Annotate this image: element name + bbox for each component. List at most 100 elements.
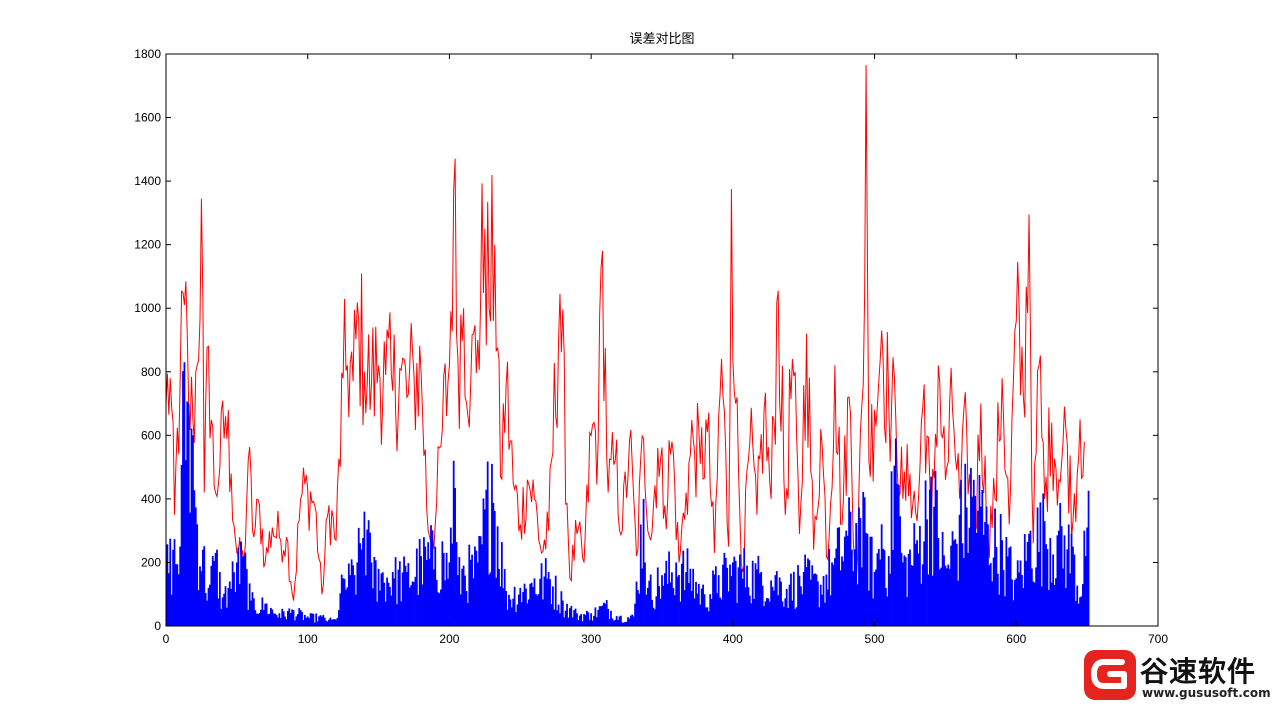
- error-series-blue-bar: [862, 491, 865, 626]
- error-series-blue-bar: [486, 461, 489, 626]
- error-series-blue-bar: [330, 619, 333, 626]
- error-series-blue-bar: [474, 546, 476, 626]
- error-series-blue-bar: [722, 564, 724, 626]
- error-series-blue-bar: [461, 568, 464, 626]
- error-series-blue-bar: [169, 538, 172, 626]
- error-series-blue-bar: [278, 613, 281, 626]
- error-series-blue-bar: [465, 590, 468, 626]
- error-series-blue-bar: [794, 609, 797, 626]
- error-series-blue-bar: [193, 490, 196, 626]
- error-series-blue-bar: [906, 597, 909, 626]
- error-series-blue-bar: [792, 571, 795, 626]
- error-series-blue-bar: [170, 594, 173, 626]
- error-series-blue-bar: [615, 616, 618, 626]
- error-series-blue-bar: [931, 575, 934, 626]
- error-series-blue-bar: [316, 621, 319, 626]
- error-series-blue-bar: [438, 593, 441, 626]
- error-series-blue-bar: [540, 563, 543, 626]
- error-series-blue-bar: [876, 553, 879, 626]
- error-series-blue-bar: [744, 587, 747, 626]
- error-series-blue-bar: [499, 586, 502, 626]
- error-series-blue-bar: [444, 580, 447, 626]
- error-series-blue-bar: [257, 613, 259, 626]
- error-series-blue-bar: [1022, 588, 1025, 626]
- error-series-blue-bar: [228, 581, 231, 626]
- error-series-blue-bar: [875, 569, 877, 626]
- error-series-blue-bar: [1063, 535, 1066, 626]
- error-series-blue-bar: [373, 557, 376, 626]
- error-series-blue-bar: [271, 609, 274, 626]
- y-tick-label: 1200: [134, 238, 161, 252]
- error-series-blue-bar: [791, 600, 794, 626]
- error-series-blue-bar: [315, 613, 318, 626]
- error-series-blue-bar: [802, 571, 805, 626]
- error-series-blue-bar: [632, 616, 635, 626]
- error-series-blue-bar: [994, 508, 996, 626]
- error-series-blue-bar: [899, 516, 901, 626]
- error-series-blue-bar: [1011, 579, 1013, 626]
- error-series-blue-bar: [598, 606, 601, 626]
- error-series-blue-bar: [734, 560, 737, 626]
- error-series-blue-bar: [1083, 530, 1086, 626]
- error-series-blue-bar: [532, 586, 534, 626]
- error-series-blue-bar: [1067, 524, 1070, 626]
- error-series-blue-bar: [552, 586, 554, 626]
- error-series-blue-bar: [1038, 552, 1040, 626]
- error-series-blue-bar: [554, 575, 557, 626]
- error-series-blue-bar: [328, 619, 330, 626]
- error-series-blue-bar: [421, 584, 424, 626]
- error-series-blue-bar: [944, 565, 947, 626]
- error-series-blue-bar: [970, 467, 972, 626]
- error-series-blue-bar: [675, 562, 678, 626]
- error-series-blue-bar: [661, 575, 663, 626]
- error-series-blue-bar: [692, 568, 695, 626]
- error-series-blue-bar: [865, 532, 867, 626]
- error-series-blue-bar: [346, 587, 349, 626]
- error-series-blue-bar: [642, 498, 645, 626]
- error-series-blue-bar: [765, 598, 768, 626]
- error-series-blue-bar: [183, 362, 186, 626]
- error-series-blue-bar: [872, 598, 875, 626]
- error-series-blue-bar: [829, 595, 832, 626]
- error-series-blue-bar: [731, 562, 734, 626]
- error-series-blue-bar: [546, 578, 549, 626]
- x-tick-label: 0: [163, 632, 170, 646]
- error-series-blue-bar: [550, 604, 553, 626]
- error-series-blue-bar: [580, 614, 583, 626]
- error-series-blue-bar: [712, 570, 714, 626]
- error-series-blue-bar: [542, 599, 544, 626]
- error-series-blue-bar: [1060, 526, 1063, 626]
- error-series-blue-bar: [451, 543, 454, 626]
- error-series-blue-bar: [406, 571, 408, 626]
- error-series-blue-bar: [754, 563, 757, 626]
- error-series-blue-bar: [502, 588, 505, 626]
- error-series-blue-bar: [873, 571, 876, 626]
- error-series-blue-bar: [255, 613, 258, 626]
- error-series-blue-bar: [697, 583, 700, 626]
- error-series-blue-bar: [879, 559, 882, 626]
- error-series-blue-bar: [934, 471, 937, 626]
- error-series-blue-bar: [400, 601, 403, 626]
- error-series-blue-bar: [680, 563, 683, 626]
- error-series-blue-bar: [624, 622, 627, 626]
- error-series-blue-bar: [644, 562, 646, 626]
- error-series-blue-bar: [393, 578, 396, 626]
- error-series-blue-bar: [500, 542, 503, 626]
- error-series-red-line: [165, 65, 1085, 601]
- error-series-blue-bar: [534, 593, 537, 626]
- error-series-blue-bar: [1015, 578, 1018, 626]
- error-series-blue-bar: [671, 572, 673, 626]
- error-series-blue-bar: [1001, 540, 1003, 626]
- error-series-blue-bar: [880, 524, 883, 626]
- error-series-blue-bar: [635, 581, 638, 626]
- error-series-blue-bar: [428, 558, 431, 626]
- error-series-blue-bar: [737, 567, 740, 626]
- error-series-blue-bar: [452, 460, 455, 626]
- error-series-blue-bar: [805, 567, 808, 626]
- error-series-blue-bar: [817, 581, 819, 626]
- error-series-blue-bar: [628, 618, 631, 626]
- error-series-blue-bar: [483, 509, 486, 626]
- error-series-blue-bar: [442, 552, 445, 626]
- error-series-blue-bar: [189, 512, 191, 626]
- error-series-blue-bar: [299, 610, 302, 626]
